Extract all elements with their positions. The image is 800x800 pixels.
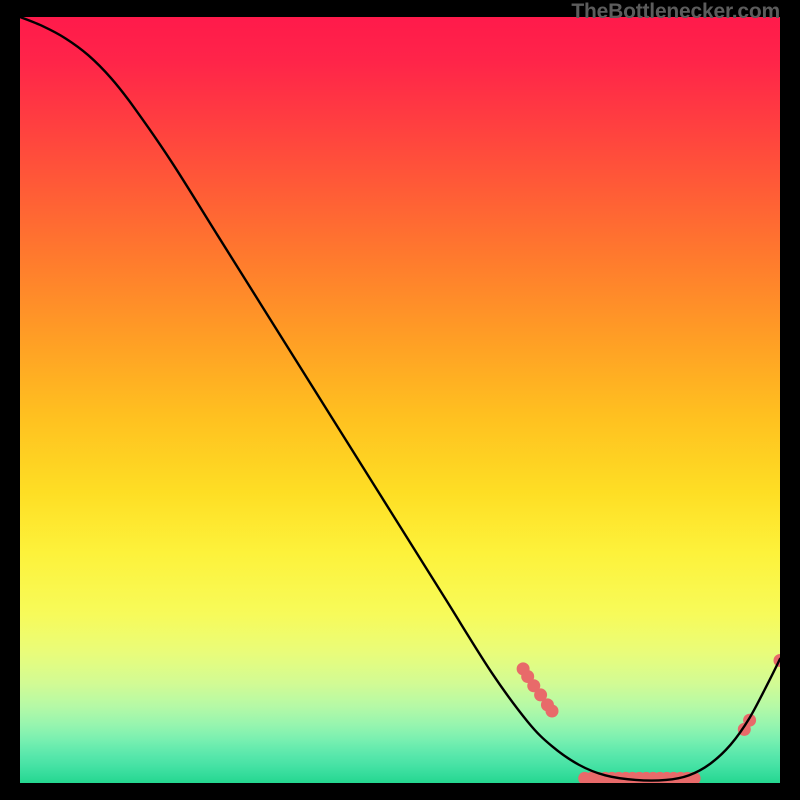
markers-group [517,654,780,783]
chart-container: TheBottlenecker.com [0,0,800,800]
plot-area [20,17,780,783]
data-point-marker [546,705,559,718]
bottleneck-curve [20,17,780,781]
watermark-text: TheBottlenecker.com [571,0,780,24]
curve-layer [20,17,780,783]
